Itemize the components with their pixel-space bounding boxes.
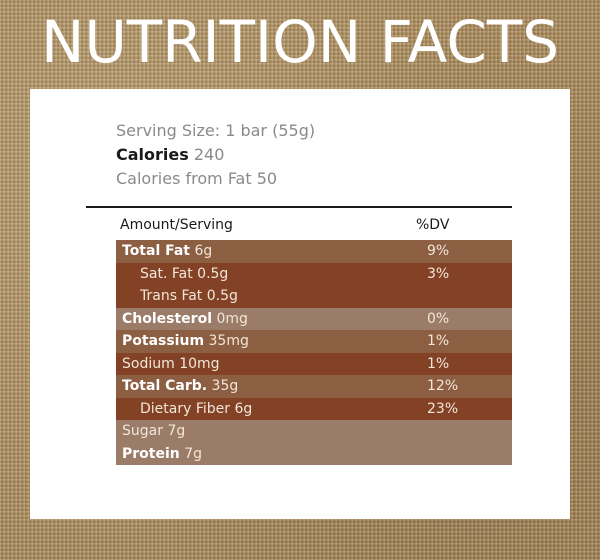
calories-value: 240 [193, 145, 225, 164]
nutrient-name: Dietary Fiber 6g [140, 398, 252, 421]
nutrient-name: Total Fat 6g [122, 240, 212, 263]
nutrient-daily-value: 1% [427, 333, 450, 349]
calories-label: Calories [116, 145, 189, 164]
column-header-row: Amount/Serving %DV [116, 217, 512, 239]
daily-value-header: %DV [416, 217, 450, 233]
nutrient-amount: 6g [234, 400, 253, 417]
nutrient-daily-value: 1% [427, 355, 450, 372]
nutrient-name: Total Carb. 35g [122, 375, 238, 398]
nutrient-label: Sodium [122, 355, 175, 372]
table-row: Sodium 10mg 1% [116, 352, 512, 376]
table-row: Cholesterol 0mg 0% [116, 307, 512, 331]
nutrient-amount: 7g [167, 423, 186, 439]
nutrient-name: Sodium 10mg [122, 353, 220, 376]
nutrient-name: Sat. Fat 0.5g [140, 263, 228, 286]
nutrient-amount: 0.5g [197, 265, 229, 282]
nutrient-label: Sugar [122, 423, 163, 439]
nutrient-daily-value: 9% [427, 243, 450, 259]
nutrient-name: Sugar 7g [122, 420, 185, 443]
nutrient-amount: 0.5g [206, 288, 238, 304]
nutrient-name: Potassium 35mg [122, 330, 249, 353]
nutrient-amount: 10mg [179, 355, 220, 372]
nutrient-label: Protein [122, 445, 180, 462]
nutrient-name: Protein 7g [122, 443, 202, 466]
nutrient-label: Total Fat [122, 243, 191, 259]
table-row: Total Carb. 35g 12% [116, 375, 512, 398]
nutrient-label: Cholesterol [122, 310, 212, 327]
nutrient-amount: 0mg [216, 310, 248, 327]
table-row: Dietary Fiber 6g 23% [116, 397, 512, 421]
nutrient-label: Total Carb. [122, 378, 208, 394]
nutrient-label: Trans Fat [140, 288, 203, 304]
nutrient-label: Dietary Fiber [140, 400, 231, 417]
nutrient-table: Total Fat 6g 9% Sat. Fat 0.5g 3% Trans Fat 0… [116, 240, 512, 465]
page-title: NUTRITION FACTS [40, 8, 560, 76]
calories-from-fat: Calories from Fat 50 [116, 169, 278, 188]
divider-rule [86, 206, 512, 208]
calories-line: Calories 240 [116, 143, 224, 167]
nutrient-label: Potassium [122, 333, 205, 349]
nutrient-name: Trans Fat 0.5g [140, 285, 238, 308]
amount-per-serving-header: Amount/Serving [120, 217, 233, 233]
nutrient-name: Cholesterol 0mg [122, 308, 248, 331]
table-row: Sugar 7g [116, 420, 512, 443]
table-row: Sat. Fat 0.5g 3% [116, 262, 512, 286]
nutrient-amount: 6g [194, 243, 213, 259]
nutrient-daily-value: 23% [427, 400, 459, 417]
nutrient-daily-value: 0% [427, 310, 450, 327]
serving-size: Serving Size: 1 bar (55g) [116, 121, 316, 140]
nutrient-amount: 35mg [208, 333, 249, 349]
nutrition-label-panel: Serving Size: 1 bar (55g) Calories 240 C… [30, 89, 570, 519]
table-row: Trans Fat 0.5g [116, 285, 512, 308]
nutrient-daily-value: 12% [427, 378, 459, 394]
nutrient-daily-value: 3% [427, 265, 450, 282]
nutrient-amount: 35g [211, 378, 239, 394]
table-row: Protein 7g [116, 442, 512, 466]
table-row: Potassium 35mg 1% [116, 330, 512, 353]
table-row: Total Fat 6g 9% [116, 240, 512, 263]
nutrient-amount: 7g [184, 445, 202, 462]
nutrient-label: Sat. Fat [140, 265, 193, 282]
